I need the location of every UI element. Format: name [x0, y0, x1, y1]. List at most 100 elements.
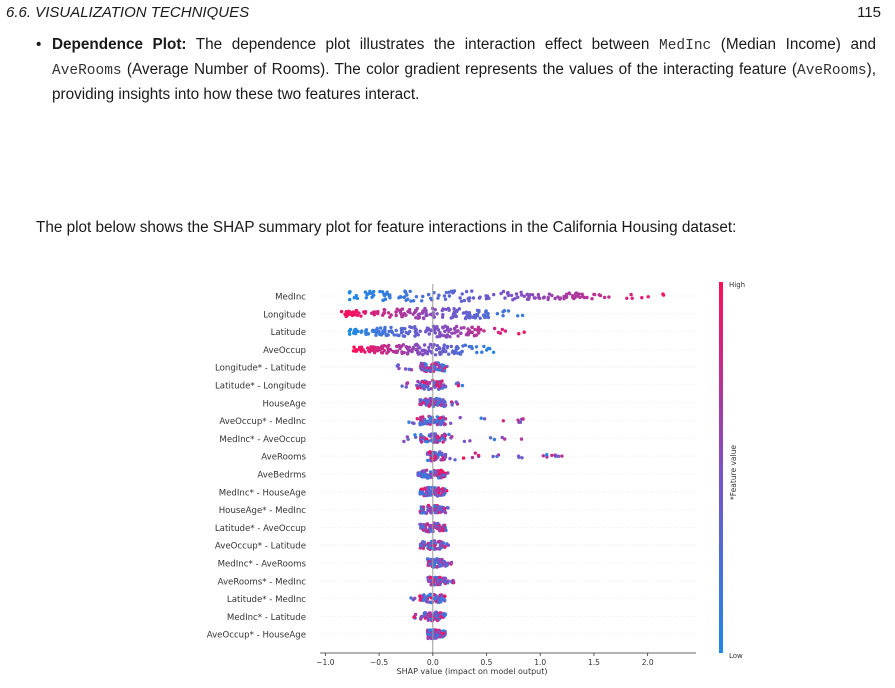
shap-point: [553, 296, 557, 301]
shap-point: [486, 312, 490, 316]
shap-point: [525, 292, 529, 296]
shap-point: [420, 362, 424, 366]
shap-point: [433, 504, 437, 508]
shap-point: [419, 614, 424, 619]
feature-label: Latitude* - Longitude: [215, 382, 306, 392]
shap-point: [577, 292, 581, 296]
shap-point: [363, 290, 368, 294]
shap-point: [405, 382, 409, 386]
shap-point: [630, 296, 634, 300]
shap-point: [394, 310, 398, 314]
bullet-marker: •: [36, 36, 42, 53]
shap-point: [399, 295, 403, 299]
shap-point: [439, 416, 443, 420]
shap-point: [417, 384, 421, 389]
feature-label: HouseAge: [262, 399, 306, 409]
shap-point: [492, 326, 497, 331]
shap-point: [503, 329, 508, 333]
shap-point: [427, 387, 431, 392]
shap-point: [443, 324, 447, 328]
x-tick-label: 1.5: [588, 658, 600, 667]
shap-point: [425, 486, 429, 490]
shap-point: [414, 295, 419, 299]
shap-point: [414, 308, 418, 313]
shap-point: [449, 400, 454, 404]
shap-point: [456, 351, 460, 355]
shap-point: [397, 333, 401, 338]
colorbar: [719, 282, 723, 653]
shap-point: [558, 296, 563, 300]
feature-label: HouseAge* - MedInc: [219, 506, 307, 516]
shap-point: [456, 334, 460, 338]
shap-point: [581, 294, 585, 299]
shap-point: [441, 527, 446, 532]
shap-point: [381, 329, 385, 333]
shap-point: [424, 595, 428, 599]
shap-point: [463, 311, 468, 315]
x-axis-label: SHAP value (impact on model output): [397, 667, 548, 676]
shap-point: [442, 422, 446, 427]
shap-point: [439, 598, 443, 602]
shap-point: [388, 296, 392, 300]
shap-point: [437, 384, 442, 389]
feature-label: AveOccup: [263, 346, 306, 356]
shap-point: [416, 352, 421, 356]
shap-point: [438, 330, 442, 335]
shap-point: [554, 453, 558, 458]
shap-point: [521, 417, 525, 421]
shap-point: [403, 289, 407, 294]
shap-point: [458, 352, 463, 356]
shap-point: [598, 293, 603, 298]
shap-point: [476, 329, 480, 333]
shap-point: [400, 384, 404, 388]
shap-point: [436, 296, 440, 300]
shap-point: [429, 420, 433, 425]
shap-point: [429, 614, 433, 619]
shap-point: [424, 491, 428, 495]
shap-point: [428, 342, 433, 347]
shap-point: [442, 404, 446, 408]
shap-point: [388, 293, 392, 297]
shap-point: [519, 437, 524, 441]
shap-point: [506, 309, 511, 313]
shap-point: [372, 289, 376, 294]
shap-point: [438, 634, 443, 639]
feature-label: AveOccup* - Latitude: [215, 542, 306, 552]
shap-point: [442, 400, 447, 404]
shap-point: [444, 290, 449, 295]
shap-point: [394, 328, 398, 333]
shap-point: [502, 309, 507, 313]
shap-point: [556, 454, 561, 458]
shap-point: [433, 577, 438, 582]
shap-point: [400, 351, 404, 356]
shap-point: [439, 422, 443, 427]
shap-point: [454, 400, 458, 404]
shap-point: [503, 437, 507, 441]
shap-point: [442, 563, 447, 567]
shap-point: [435, 422, 440, 427]
shap-point: [440, 308, 444, 313]
shap-point: [425, 440, 429, 444]
shap-point: [436, 402, 440, 407]
shap-point: [441, 346, 446, 350]
shap-point: [352, 331, 356, 335]
x-tick-label: −0.5: [370, 658, 388, 667]
shap-point: [445, 506, 450, 510]
shap-point: [468, 316, 472, 320]
feature-label: AveRooms: [261, 453, 306, 463]
code-averooms-2: AveRooms: [797, 63, 867, 80]
code-averooms: AveRooms: [52, 63, 122, 80]
shap-point: [428, 575, 433, 580]
shap-point: [463, 316, 468, 321]
shap-point: [422, 540, 426, 544]
shap-point: [459, 326, 463, 330]
shap-point: [438, 575, 442, 579]
shap-point: [432, 593, 436, 597]
shap-point: [404, 298, 408, 302]
shap-point: [392, 333, 396, 337]
shap-point: [413, 326, 417, 331]
shap-point: [432, 633, 436, 637]
shap-point: [440, 594, 444, 598]
shap-point: [455, 344, 459, 349]
feature-label: AveRooms* - MedInc: [218, 577, 307, 587]
